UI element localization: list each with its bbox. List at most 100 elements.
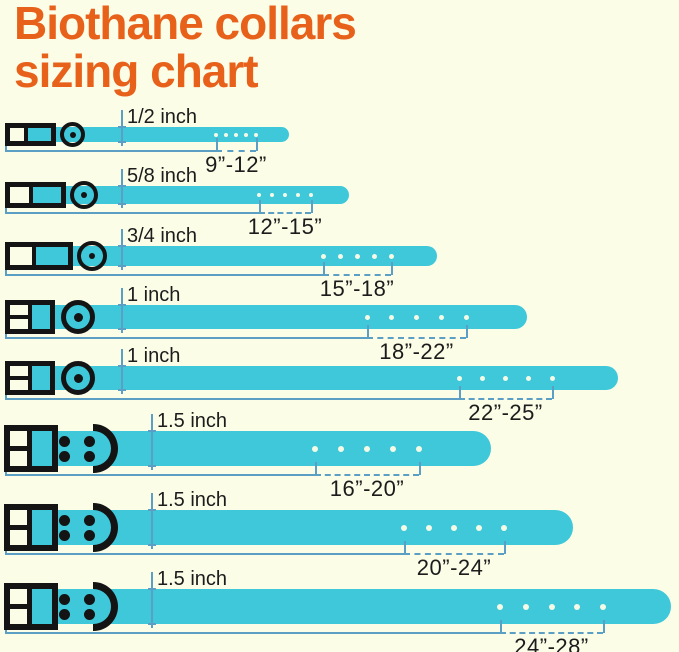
adjustment-hole: [526, 375, 532, 381]
width-label: 5/8 inch: [127, 165, 198, 187]
measure-tick-left: [5, 205, 7, 214]
adjustment-hole: [426, 524, 432, 531]
measure-tick-range-start: [404, 541, 406, 554]
d-ring-icon: [93, 503, 118, 552]
rivet-icon: [83, 435, 95, 447]
measure-tick-range-start: [259, 200, 261, 213]
adjustment-hole: [389, 314, 395, 320]
width-label: 1 inch: [127, 284, 181, 306]
width-indicator-tick-top: [148, 588, 156, 590]
width-indicator-line: [121, 349, 123, 394]
width-indicator-tick-top: [118, 126, 126, 128]
measure-tick-range-end: [311, 200, 313, 213]
adjustment-hole: [283, 193, 287, 197]
width-indicator-tick-bottom: [148, 623, 156, 625]
buckle-slot-left: [10, 510, 32, 545]
adjustment-hole: [390, 445, 396, 452]
width-indicator-tick-bottom: [118, 265, 126, 267]
measure-line-solid: [5, 632, 500, 634]
buckle-slot-divider: [10, 525, 27, 530]
ring-icon: [70, 181, 98, 209]
adjustment-hole: [364, 314, 370, 320]
buckle-slot-right: [32, 187, 61, 203]
ring-pin-icon: [74, 374, 83, 383]
d-ring-icon: [93, 424, 118, 473]
ring-pin-icon: [69, 131, 76, 138]
buckle-slot-divider: [10, 315, 28, 319]
ring-icon: [60, 122, 85, 147]
buckle-slot-right: [28, 128, 51, 141]
measure-tick-range-start: [500, 620, 502, 633]
width-indicator-tick-top: [118, 185, 126, 187]
adjustment-hole: [371, 253, 377, 259]
measure-line-dashed: [367, 337, 466, 339]
adjustment-hole: [254, 132, 258, 137]
adjustment-hole: [479, 375, 485, 381]
adjustment-hole: [234, 132, 238, 137]
width-indicator-line: [151, 493, 153, 549]
buckle-frame-icon: [5, 123, 56, 146]
measure-line-dashed: [259, 212, 311, 214]
width-indicator-tick-top: [118, 245, 126, 247]
width-indicator-line: [151, 572, 153, 628]
measure-tick-range-end: [256, 138, 258, 151]
adjustment-hole: [312, 445, 318, 452]
measure-line-dashed: [459, 398, 552, 400]
size-range-label: 9”-12”: [205, 152, 267, 177]
measure-line-solid: [5, 274, 323, 276]
adjustment-hole: [522, 603, 529, 610]
buckle-frame-icon: [4, 504, 58, 551]
adjustment-hole: [416, 445, 422, 452]
measure-line-solid: [5, 212, 259, 214]
buckle-slot-left: [10, 305, 32, 329]
buckle-slot-divider: [10, 376, 28, 380]
buckle-frame-icon: [5, 361, 55, 395]
buckle-frame-icon: [5, 242, 73, 270]
size-range-label: 22”-25”: [468, 400, 543, 425]
buckle-slot-right: [31, 510, 52, 545]
title-line-2: sizing chart: [14, 44, 259, 97]
ring-pin-icon: [81, 192, 87, 198]
width-indicator-tick-bottom: [118, 389, 126, 391]
buckle-frame-icon: [5, 182, 66, 208]
buckle-slot-left: [10, 589, 32, 624]
adjustment-hole: [574, 603, 581, 610]
title-line-1: Biothane collars: [14, 0, 357, 49]
measure-line-dashed: [216, 150, 256, 152]
adjustment-hole: [364, 445, 370, 452]
width-label: 1/2 inch: [127, 106, 198, 128]
ring-pin-icon: [74, 313, 83, 322]
adjustment-hole: [309, 193, 313, 197]
rivet-icon: [83, 450, 95, 462]
measure-tick-range-end: [603, 620, 605, 633]
width-indicator-tick-bottom: [118, 328, 126, 330]
adjustment-hole: [337, 253, 343, 259]
width-indicator-tick-bottom: [118, 203, 126, 205]
width-indicator-tick-top: [118, 304, 126, 306]
adjustment-hole: [497, 603, 503, 610]
width-indicator-tick-bottom: [118, 141, 126, 143]
buckle-slot-right: [32, 305, 50, 329]
buckle-slot-right: [31, 589, 52, 624]
adjustment-hole: [224, 132, 228, 137]
width-label: 1.5 inch: [157, 489, 228, 511]
rivet-icon: [58, 450, 70, 462]
d-ring-icon: [93, 582, 118, 631]
adjustment-hole: [414, 314, 419, 320]
measure-tick-range-end: [466, 325, 468, 338]
rivet-icon: [83, 529, 95, 541]
width-indicator-tick-top: [118, 365, 126, 367]
measure-tick-left: [5, 143, 7, 152]
width-label: 1.5 inch: [157, 410, 228, 432]
width-indicator-tick-top: [148, 509, 156, 511]
rivet-icon: [58, 593, 70, 605]
adjustment-hole: [270, 193, 274, 197]
rivet-icon: [83, 593, 95, 605]
width-indicator-line: [121, 110, 123, 146]
buckle-slot-right: [32, 366, 50, 390]
buckle-slot-divider: [10, 604, 27, 609]
measure-tick-range-start: [367, 325, 369, 338]
measure-tick-left: [5, 391, 7, 400]
measure-tick-range-end: [419, 462, 421, 475]
measure-line-dashed: [315, 474, 419, 476]
